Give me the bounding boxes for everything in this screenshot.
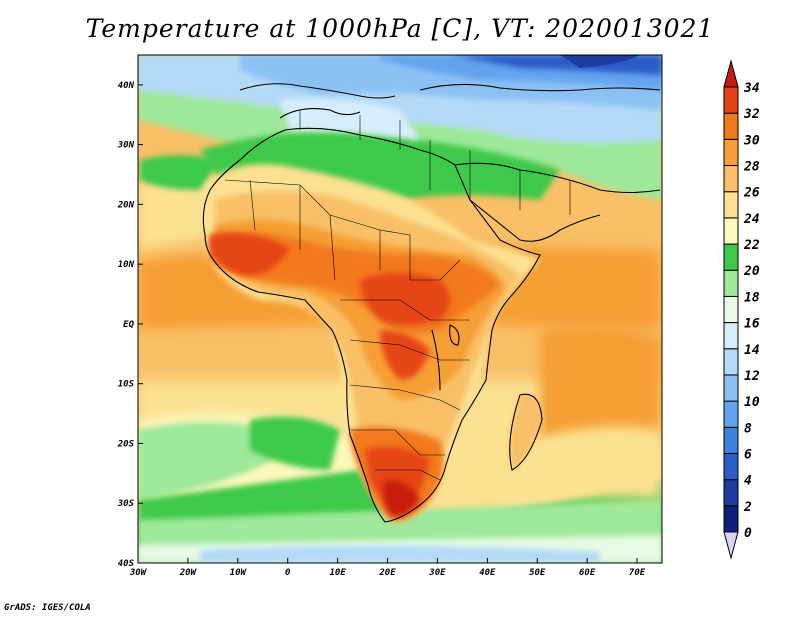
colorbar-swatch <box>723 112 739 140</box>
colorbar-label: 28 <box>743 160 760 175</box>
lon-tick-label: 40E <box>479 568 496 578</box>
lon-tick-label: 30W <box>129 568 148 578</box>
lon-tick-label: 20E <box>378 568 396 578</box>
lat-tick-label: 10S <box>118 380 135 390</box>
colorbar-under-arrow <box>723 531 739 560</box>
lon-tick-label: 0 <box>285 568 291 578</box>
colorbar-swatch <box>723 374 739 402</box>
colorbar-label: 32 <box>743 107 760 122</box>
colorbar-swatch <box>723 505 739 533</box>
lat-tick-label: 30N <box>117 141 135 151</box>
temperature-field <box>138 55 662 563</box>
colorbar-swatch <box>723 165 739 193</box>
colorbar-label: 12 <box>744 369 760 384</box>
colorbar-label: 0 <box>744 526 752 541</box>
colorbar-label: 20 <box>743 264 760 279</box>
colorbar-label: 14 <box>744 343 760 358</box>
map-title: Temperature at 1000hPa [C], VT: 20200130… <box>85 14 715 43</box>
lat-tick-label: 10N <box>118 260 135 270</box>
lon-tick-label: 10E <box>329 568 346 578</box>
colorbar-swatch <box>723 269 739 297</box>
colorbar-label: 6 <box>744 447 752 462</box>
colorbar-swatch <box>723 348 739 376</box>
lat-tick-label: EQ <box>123 320 134 330</box>
colorbar-over-arrow <box>723 59 739 88</box>
colorbar-swatch <box>723 138 739 167</box>
lon-tick-label: 70E <box>629 568 646 578</box>
colorbar-swatch <box>723 400 739 428</box>
colorbar-label: 4 <box>744 474 752 489</box>
colorbar-swatch <box>723 295 739 324</box>
lon-tick-label: 60E <box>579 568 596 578</box>
lon-tick-label: 20W <box>179 568 198 578</box>
colorbar-label: 26 <box>743 186 760 201</box>
colorbar-label: 24 <box>743 212 760 227</box>
colorbar-label: 30 <box>743 133 760 148</box>
colorbar-label: 8 <box>744 421 752 436</box>
colorbar-label: 34 <box>743 81 760 96</box>
lat-tick-label: 40S <box>118 559 135 569</box>
colorbar-swatch <box>723 322 739 350</box>
colorbar-label: 18 <box>744 290 760 305</box>
colorbar-label: 2 <box>743 500 752 515</box>
colorbar-swatch <box>723 217 739 245</box>
colorbar-label: 22 <box>743 238 760 253</box>
country-borders <box>224 110 571 481</box>
lat-tick-label: 20N <box>117 200 135 210</box>
colorbar-swatch <box>723 86 739 114</box>
colorbar-swatch <box>723 243 739 271</box>
map-frame <box>137 54 663 564</box>
lat-tick-label: 40N <box>118 81 135 91</box>
lon-tick-label: 30E <box>428 568 446 578</box>
colorbar-swatch <box>723 426 739 454</box>
lon-tick-label: 50E <box>529 568 546 578</box>
colorbar-swatch <box>723 191 739 219</box>
colorbar-swatch <box>723 479 739 507</box>
coastlines <box>202 83 661 523</box>
grads-credit: GrADS: IGES/COLA <box>4 603 91 613</box>
colorbar-label: 10 <box>744 395 760 410</box>
lat-tick-label: 20S <box>117 439 135 449</box>
colorbar-label: 16 <box>744 317 760 332</box>
lat-tick-label: 30S <box>117 499 135 509</box>
colorbar-swatch <box>723 452 739 481</box>
lon-tick-label: 10W <box>230 568 248 578</box>
